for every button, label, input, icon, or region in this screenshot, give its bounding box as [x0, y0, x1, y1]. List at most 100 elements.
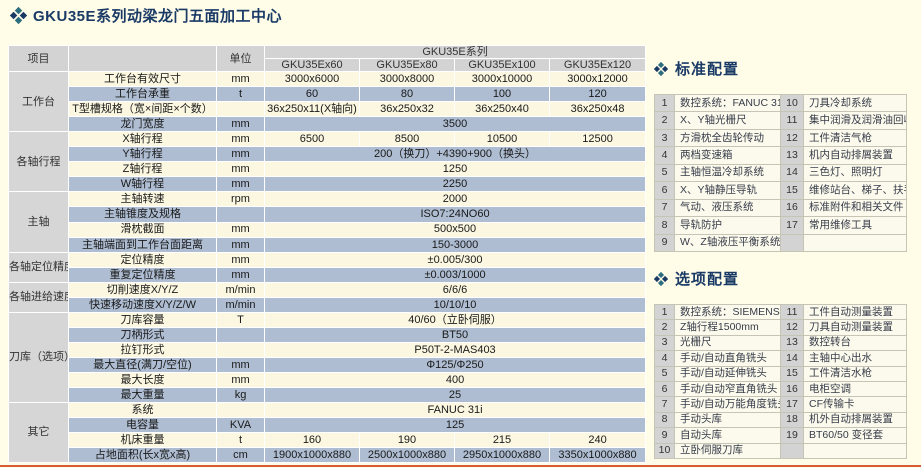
config-item-number: 1: [654, 93, 675, 113]
spec-cell-span-value: 2000: [263, 191, 647, 208]
series-header: GKU35E系列: [263, 44, 647, 60]
spec-cell-value: 60: [264, 86, 360, 103]
config-item-label: 手动/自动延伸铣头: [674, 365, 781, 382]
spec-cell-value: 2500x1000x880: [359, 446, 455, 464]
spec-row-unit: m/min: [216, 281, 265, 298]
spec-cell-value: 240: [548, 431, 647, 448]
config-item-number: 14: [780, 350, 804, 367]
spec-row-unit: mm: [216, 71, 265, 88]
config-row: 8 导轨防护 17 常用维修工具: [654, 216, 907, 235]
col-header-item: 项目: [8, 44, 69, 73]
spec-cell-value: 190: [359, 431, 455, 448]
spec-cell-span-value: 1250: [263, 161, 647, 178]
config-item-label: W、Z轴液压平衡系统: [674, 233, 781, 252]
config-item-label: 常用维修工具: [803, 216, 907, 235]
spec-cell-span-value: P50T-2-MAS403: [263, 341, 647, 358]
spec-row-label: 龙门宽度: [68, 116, 217, 133]
spec-row: 最大长度 mm 400: [9, 371, 647, 388]
config-item-label: 主轴恒温冷却系统: [674, 163, 781, 183]
config-item-number: 8: [654, 216, 675, 235]
config-item-number: 16: [780, 380, 804, 398]
config-item-number: 7: [654, 198, 675, 218]
config-item-label: [803, 442, 907, 460]
config-item-number: 6: [654, 380, 675, 398]
config-item-label: 机外自动排屑装置: [803, 411, 907, 429]
spec-cell-value: 12500: [548, 131, 647, 148]
spec-row: T型槽规格（宽×间距×个数） 36x250x11(X轴向) 36x250x32 36x…: [9, 101, 647, 118]
spec-row-label: 刀库容量: [68, 311, 217, 328]
spec-row-unit: kg: [216, 386, 265, 403]
spec-row: Z轴行程 mm 1250: [9, 161, 647, 178]
model-header-3: GKU35Ex100: [454, 58, 550, 73]
spec-row-label: 滑枕截面: [68, 221, 217, 238]
spec-cell-span-value: 6/6/6: [263, 281, 647, 298]
config-item-number: 2: [654, 111, 675, 130]
spec-cell-span-value: 200（换刀）+4390+900（换头）: [263, 146, 647, 163]
spec-cell-span-value: ±0.005/300: [263, 251, 647, 268]
spec-cell-span-value: 25: [263, 386, 647, 403]
config-item-label: 导轨防护: [674, 216, 781, 235]
spec-row: 最大重量 kg 25: [9, 386, 647, 403]
config-item-number: 2: [654, 319, 675, 336]
optional-config-title: 选项配置: [675, 271, 740, 288]
config-item-number: 5: [654, 163, 675, 183]
config-item-label: BT60/50 变径套: [803, 427, 907, 444]
config-item-label: 数控系统：FANUC 31i: [674, 93, 781, 113]
spec-group-name: 其它: [8, 401, 69, 464]
config-row: 5 手动/自动延伸铣头 15 工件清洁水枪: [654, 365, 907, 382]
config-item-label: X、Y轴光栅尺: [674, 111, 781, 130]
spec-cell-span-value: 400: [263, 371, 647, 388]
spec-cell-value: 215: [454, 431, 550, 448]
spec-row: 快速移动速度X/Y/Z/W m/min 10/10/10: [9, 296, 647, 313]
config-item-label: 机内自动排屑装置: [803, 146, 907, 165]
spec-row-label: 最大直径(满刀/空位): [68, 356, 217, 373]
spec-row-unit: T: [216, 311, 265, 328]
config-item-number: 5: [654, 365, 675, 382]
standard-config-title: 标准配置: [675, 61, 740, 78]
config-item-number: 15: [780, 181, 804, 200]
spec-row-unit: mm: [216, 116, 265, 133]
spec-row: 主轴端面到工作台面距离 mm 150-3000: [9, 236, 647, 253]
config-item-label: 电柜空调: [803, 380, 907, 398]
spec-row-label: 切削速度X/Y/Z: [68, 281, 217, 298]
spec-group-name: 主轴: [8, 191, 69, 253]
model-header-4: GKU35Ex120: [548, 58, 647, 73]
spec-cell-value: 3000x6000: [264, 71, 360, 88]
spec-row-unit: rpm: [216, 191, 265, 208]
spec-row-unit: mm: [216, 176, 265, 193]
config-item-label: 气动、液压系统: [674, 198, 781, 218]
config-item-label: 三色灯、照明灯: [803, 163, 907, 183]
spec-group-name: 刀库（选项）: [8, 311, 69, 403]
diamond-icon: [10, 7, 27, 24]
config-row: 4 手动/自动直角铣头 14 主轴中心出水: [654, 350, 907, 367]
config-row: 3 方滑枕全齿轮传动 12 工件清洁气枪: [654, 128, 907, 148]
config-row: 6 手动/自动窄直角铣头 16 电柜空调: [654, 380, 907, 398]
config-row: 7 手动/自动万能角度铣头 17 CF传输卡: [654, 396, 907, 413]
spec-row-label: Z轴行程: [68, 161, 217, 178]
config-item-number: 10: [654, 442, 675, 460]
spec-row-unit: t: [216, 86, 265, 103]
spec-row-unit: mm: [216, 146, 265, 163]
spec-row-label: T型槽规格（宽×间距×个数）: [68, 101, 217, 118]
spec-row-label: 工作台有效尺寸: [68, 71, 217, 88]
spec-row-unit: [216, 341, 265, 358]
spec-cell-value: 1900x1000x880: [264, 446, 360, 464]
config-item-label: 手动/自动万能角度铣头: [674, 396, 781, 413]
config-item-number: 3: [654, 128, 675, 148]
config-item-number: 9: [654, 233, 675, 252]
spec-cell-span-value: BT50: [263, 326, 647, 343]
spec-row: 主轴 主轴转速 rpm 2000: [8, 191, 647, 253]
spec-row-unit: mm: [216, 221, 265, 238]
spec-row: 刀库（选项） 刀库容量 T 40/60（立卧伺服）: [8, 311, 647, 403]
config-item-label: 数控系统：SIEMENS 840D sl: [674, 303, 781, 321]
config-item-number: 1: [654, 303, 675, 321]
config-item-label: 刀具冷却系统: [803, 93, 907, 113]
spec-row-unit: mm: [216, 266, 265, 283]
config-row: 5 主轴恒温冷却系统 14 三色灯、照明灯: [654, 163, 907, 183]
spec-row-label: 最大重量: [68, 386, 217, 403]
config-item-number: 4: [654, 146, 675, 165]
spec-row-label: X轴行程: [68, 131, 217, 148]
spec-cell-span-value: 10/10/10: [263, 296, 647, 313]
spec-row-unit: cm: [216, 446, 265, 464]
page-title: GKU35E系列动梁龙门五面加工中心: [10, 5, 282, 26]
